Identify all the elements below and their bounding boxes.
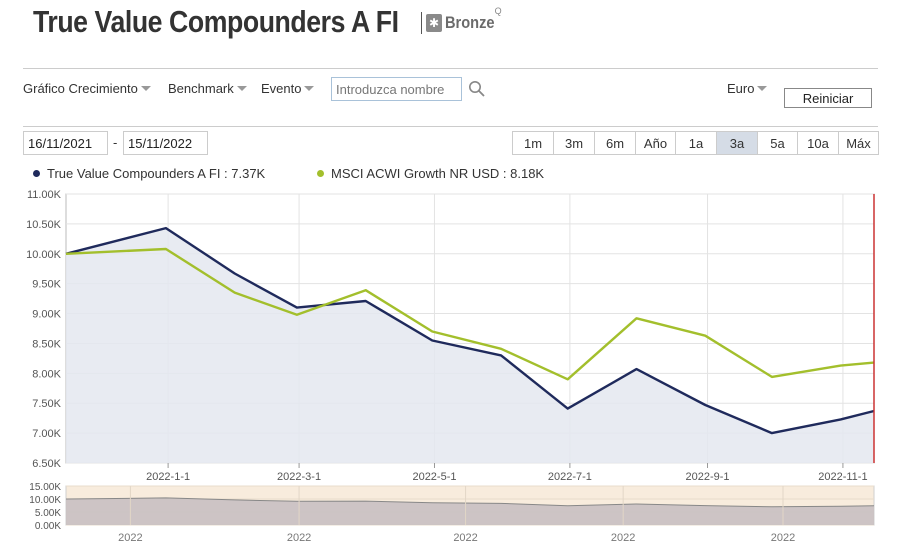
range-button-10a[interactable]: 10a bbox=[797, 132, 838, 154]
legend-marker bbox=[33, 170, 40, 177]
series-line-0[interactable] bbox=[65, 226, 875, 435]
range-selector: 1m 3m 6m Año 1a 3a 5a 10a Máx bbox=[512, 131, 879, 155]
growth-chart-menu[interactable]: Gráfico Crecimiento bbox=[23, 81, 151, 96]
rating-badge: ✱ Bronze Q bbox=[421, 6, 502, 36]
y-tick-label: 11.00K bbox=[27, 189, 62, 201]
navigator-area bbox=[66, 497, 874, 525]
range-button-5a[interactable]: 5a bbox=[757, 132, 797, 154]
navigator-y-tick-label: 5.00K bbox=[35, 508, 61, 519]
event-menu[interactable]: Evento bbox=[261, 81, 315, 96]
range-button-3a[interactable]: 3a bbox=[716, 132, 757, 154]
navigator-x-tick-label: 2022 bbox=[118, 532, 142, 544]
navigator-x-tick-label: 2022 bbox=[287, 532, 311, 544]
navigator-x-tick-label: 2022 bbox=[771, 532, 795, 544]
y-tick-label: 10.50K bbox=[26, 219, 62, 231]
medal-icon: ✱ bbox=[426, 14, 442, 32]
range-button-6m[interactable]: 6m bbox=[594, 132, 635, 154]
range-button-1a[interactable]: 1a bbox=[675, 132, 716, 154]
legend-item-fund[interactable]: True Value Compounders A FI : 7.37K bbox=[33, 166, 265, 181]
x-tick-label: 2022-5-1 bbox=[412, 471, 456, 483]
benchmark-menu[interactable]: Benchmark bbox=[168, 81, 247, 96]
navigator-x-tick-label: 2022 bbox=[611, 532, 635, 544]
series-area-0 bbox=[66, 228, 874, 463]
divider bbox=[421, 12, 422, 34]
x-tick-label: 2022-9-1 bbox=[685, 471, 729, 483]
currency-menu[interactable]: Euro bbox=[727, 81, 768, 96]
chevron-down-icon bbox=[236, 86, 247, 91]
navigator-line bbox=[65, 497, 875, 508]
legend-item-benchmark[interactable]: MSCI ACWI Growth NR USD : 8.18K bbox=[317, 166, 544, 181]
date-range-separator: - bbox=[113, 135, 118, 150]
y-tick-label: 8.00K bbox=[32, 368, 61, 380]
growth-chart-menu-label: Gráfico Crecimiento bbox=[23, 81, 138, 96]
navigator-y-tick-label: 0.00K bbox=[35, 521, 61, 532]
legend-marker bbox=[317, 170, 324, 177]
legend-label: MSCI ACWI Growth NR USD : 8.18K bbox=[331, 166, 545, 181]
legend-label: True Value Compounders A FI : 7.37K bbox=[47, 166, 266, 181]
series-line-1[interactable] bbox=[65, 247, 875, 381]
chevron-down-icon bbox=[757, 86, 768, 91]
rating-label: Bronze bbox=[445, 13, 495, 32]
range-button-year[interactable]: Año bbox=[635, 132, 675, 154]
range-button-1m[interactable]: 1m bbox=[513, 132, 553, 154]
range-button-max[interactable]: Máx bbox=[838, 132, 878, 154]
benchmark-menu-label: Benchmark bbox=[168, 81, 234, 96]
y-tick-label: 7.00K bbox=[32, 428, 61, 440]
x-tick-label: 2022-11-1 bbox=[818, 471, 867, 483]
y-tick-label: 10.00K bbox=[26, 249, 62, 261]
y-tick-label: 7.50K bbox=[32, 398, 61, 410]
x-tick-label: 2022-1-1 bbox=[146, 471, 190, 483]
x-tick-label: 2022-7-1 bbox=[548, 471, 592, 483]
navigator-background[interactable] bbox=[65, 485, 875, 526]
x-tick-label: 2022-3-1 bbox=[277, 471, 321, 483]
navigator-y-tick-label: 15.00K bbox=[29, 482, 61, 493]
plot-area bbox=[65, 193, 875, 464]
chevron-down-icon bbox=[140, 86, 151, 91]
range-button-3m[interactable]: 3m bbox=[553, 132, 594, 154]
y-tick-label: 9.50K bbox=[32, 279, 61, 291]
event-menu-label: Evento bbox=[261, 81, 302, 96]
rating-info-icon[interactable]: Q bbox=[494, 6, 502, 16]
toolbar-top-border bbox=[23, 68, 878, 69]
search-input[interactable] bbox=[331, 77, 462, 101]
currency-menu-label: Euro bbox=[727, 81, 755, 96]
page-title: True Value Compounders A FI bbox=[33, 4, 399, 39]
navigator-y-tick-label: 10.00K bbox=[29, 495, 61, 506]
y-tick-label: 6.50K bbox=[32, 458, 61, 470]
reset-button[interactable]: Reiniciar bbox=[784, 88, 872, 108]
search-icon[interactable] bbox=[468, 80, 486, 98]
y-tick-label: 8.50K bbox=[32, 338, 61, 350]
toolbar-bottom-border bbox=[23, 126, 878, 127]
end-date-input[interactable] bbox=[123, 131, 208, 155]
chevron-down-icon bbox=[304, 86, 315, 91]
start-date-input[interactable] bbox=[23, 131, 108, 155]
y-tick-label: 9.00K bbox=[32, 309, 61, 321]
navigator-x-tick-label: 2022 bbox=[453, 532, 477, 544]
